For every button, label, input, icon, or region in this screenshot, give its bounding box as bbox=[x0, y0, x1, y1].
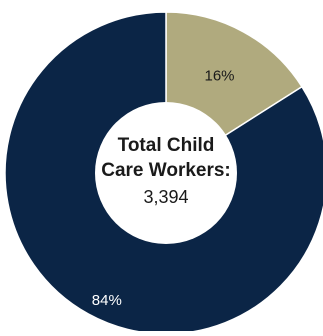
center-title-line-1: Total Child bbox=[118, 135, 215, 156]
slice-label-2: 84% bbox=[92, 292, 122, 309]
slice-label-1: 16% bbox=[204, 68, 234, 85]
center-title-line-2: Care Workers: bbox=[101, 160, 231, 181]
donut-center-hole bbox=[95, 102, 237, 244]
center-total-value: 3,394 bbox=[143, 187, 188, 207]
labels-group: 16% 84% bbox=[92, 68, 235, 309]
